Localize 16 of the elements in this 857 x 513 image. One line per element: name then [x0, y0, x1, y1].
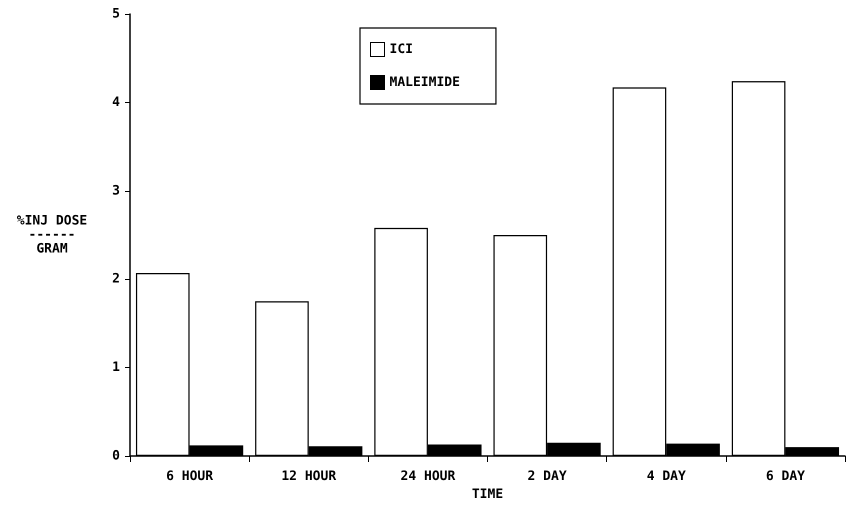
- x-tick-label: 24 HOUR: [400, 469, 456, 484]
- y-tick-label: 3: [112, 183, 120, 198]
- x-tick-label: 6 HOUR: [166, 469, 214, 484]
- y-tick-label: 2: [112, 272, 120, 287]
- x-tick-label: 12 HOUR: [281, 469, 336, 484]
- y-tick-label: 4: [112, 94, 120, 110]
- x-tick-label: 4 DAY: [646, 469, 686, 484]
- legend-label: MALEIMIDE: [390, 75, 460, 90]
- y-tick-label: 0: [112, 448, 120, 464]
- x-tick-label: 6 DAY: [766, 469, 806, 484]
- y-axis-title: %INJ DOSE ------ GRAM: [16, 214, 88, 256]
- legend-label: ICI: [390, 42, 413, 57]
- x-axis-title: TIME: [472, 487, 504, 502]
- x-tick-label: 2 DAY: [528, 469, 567, 484]
- y-tick-label: 1: [112, 360, 120, 376]
- y-tick-label: 5: [112, 6, 120, 22]
